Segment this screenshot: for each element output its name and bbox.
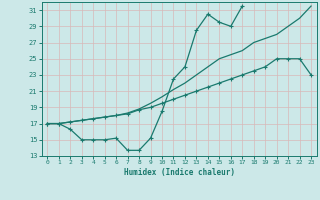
- X-axis label: Humidex (Indice chaleur): Humidex (Indice chaleur): [124, 168, 235, 177]
